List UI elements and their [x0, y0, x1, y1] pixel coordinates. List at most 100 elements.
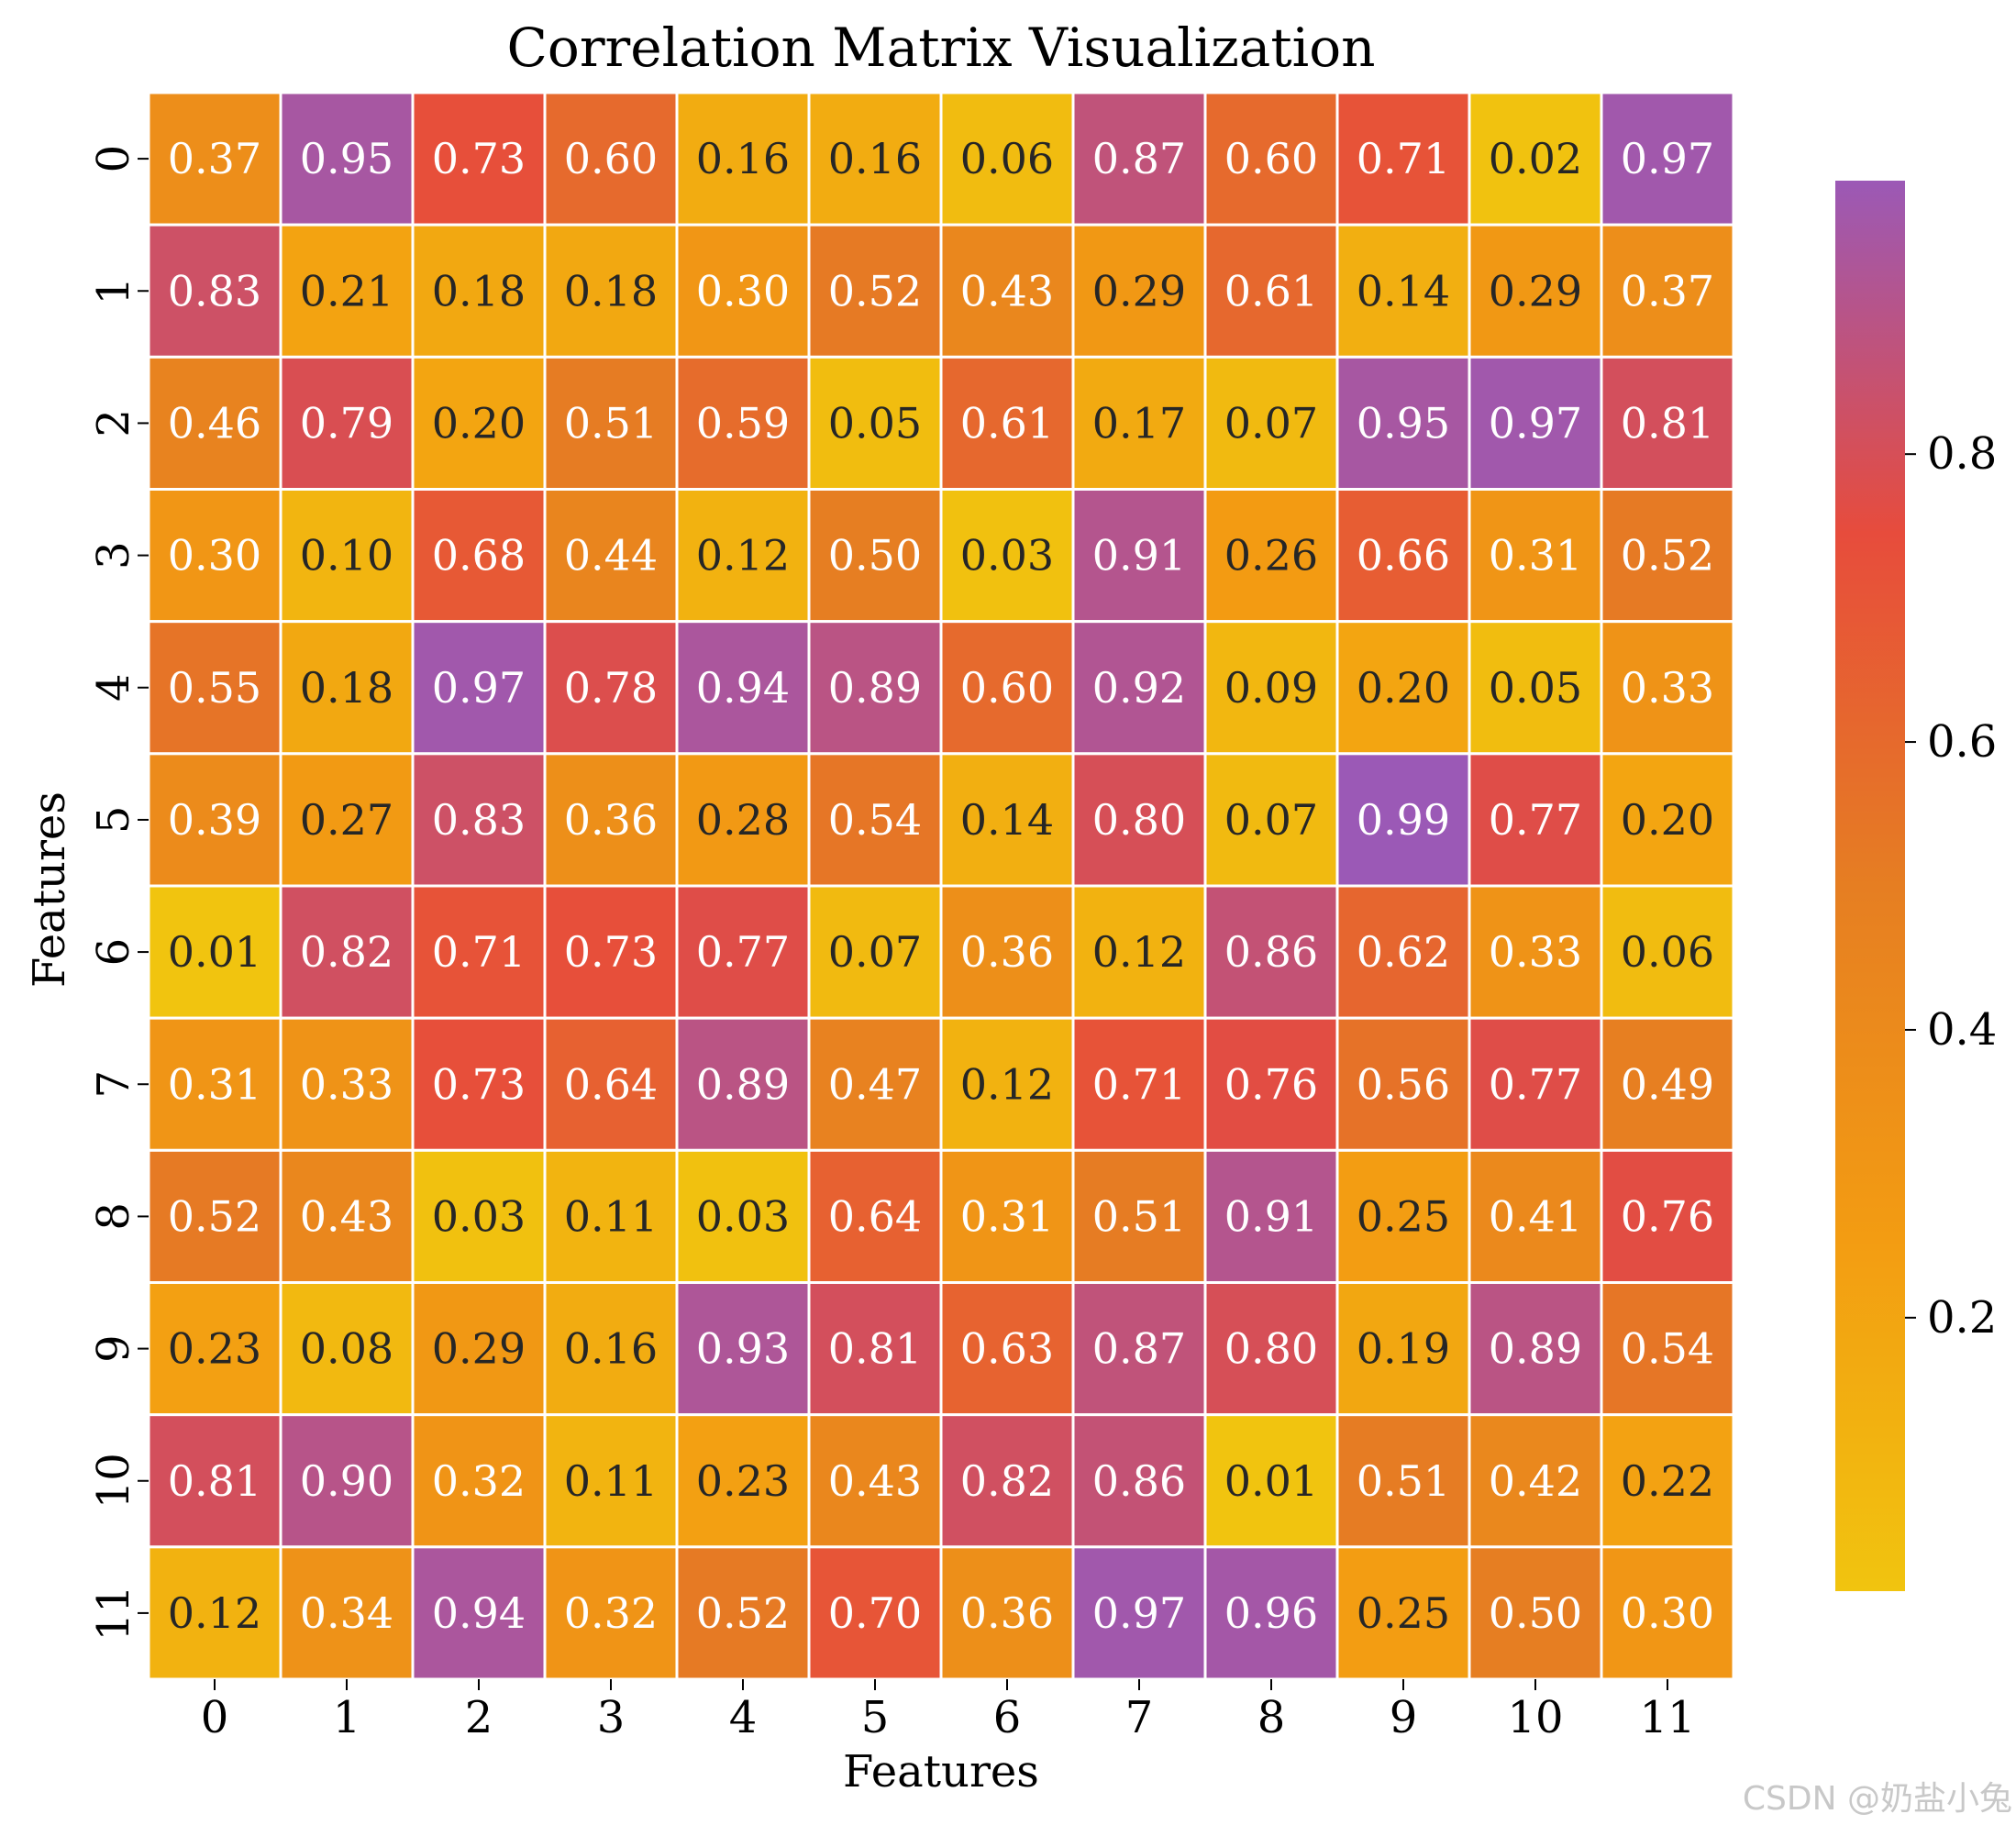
heatmap-cell-label: 0.71	[1092, 1059, 1186, 1109]
heatmap-cell-label: 0.83	[168, 266, 261, 315]
colorbar-tick-label: 0.6	[1927, 716, 1997, 768]
heatmap-cell-label: 0.73	[564, 927, 658, 977]
heatmap-cell	[807, 488, 943, 624]
heatmap-cell-label: 0.80	[1092, 795, 1186, 845]
heatmap-cell	[807, 1148, 943, 1285]
heatmap-cell	[1335, 884, 1471, 1020]
heatmap-cell	[1600, 488, 1735, 624]
heatmap-cell-label: 0.01	[168, 927, 261, 977]
heatmap-cell	[675, 884, 811, 1020]
heatmap-cell-label: 0.76	[1621, 1191, 1714, 1241]
heatmap-cell	[411, 91, 547, 227]
heatmap-cell-label: 0.08	[300, 1324, 393, 1374]
heatmap-cell-label: 0.31	[168, 1059, 261, 1109]
heatmap-cell	[1203, 752, 1339, 888]
heatmap-cell-label: 0.05	[1489, 663, 1582, 713]
heatmap-cell-label: 0.92	[1092, 663, 1186, 713]
heatmap-cell-label: 0.32	[432, 1456, 526, 1506]
heatmap-cell-label: 0.97	[1489, 398, 1582, 448]
heatmap-cell-label: 0.89	[828, 663, 922, 713]
heatmap-cell	[939, 1016, 1075, 1152]
heatmap-cell-label: 0.76	[1224, 1059, 1318, 1109]
y-tick-label: 1	[88, 277, 139, 305]
heatmap-cell-label: 0.11	[564, 1456, 658, 1506]
heatmap-cell	[543, 1148, 679, 1285]
heatmap-cell	[939, 355, 1075, 492]
heatmap-cell-label: 0.73	[432, 1059, 526, 1109]
heatmap-cell	[543, 1413, 679, 1549]
heatmap-cell-label: 0.55	[168, 663, 261, 713]
heatmap-cell	[939, 1545, 1075, 1681]
heatmap-cell-label: 0.30	[696, 266, 790, 315]
heatmap-cell-label: 0.60	[960, 663, 1054, 713]
heatmap-cell-label: 0.42	[1489, 1456, 1582, 1506]
y-tick-label: 2	[88, 409, 139, 437]
heatmap-cell	[1468, 1148, 1603, 1285]
heatmap-cell-label: 0.18	[432, 266, 526, 315]
heatmap-cell-label: 0.12	[168, 1588, 261, 1638]
heatmap-cell	[279, 1545, 415, 1681]
heatmap-cell	[279, 1413, 415, 1549]
y-tick-label: 5	[88, 806, 139, 835]
heatmap-cell-label: 0.97	[432, 663, 526, 713]
heatmap-cell-label: 0.51	[1092, 1191, 1186, 1241]
heatmap-cell-label: 0.89	[1489, 1324, 1582, 1374]
heatmap-cell	[1600, 355, 1735, 492]
heatmap-cell	[147, 488, 282, 624]
heatmap-cell	[1335, 91, 1471, 227]
heatmap-cell-label: 0.99	[1357, 795, 1450, 845]
heatmap-cell-label: 0.59	[696, 398, 790, 448]
heatmap-cell-label: 0.33	[1621, 663, 1714, 713]
heatmap-cell-label: 0.16	[828, 134, 922, 183]
heatmap-cell-label: 0.27	[300, 795, 393, 845]
heatmap-cell-label: 0.82	[300, 927, 393, 977]
heatmap-cell-label: 0.20	[1357, 663, 1450, 713]
heatmap-cell	[1335, 1545, 1471, 1681]
heatmap-cell-label: 0.03	[696, 1191, 790, 1241]
heatmap-cell	[1203, 1413, 1339, 1549]
heatmap-cell	[807, 1545, 943, 1681]
heatmap-cell-label: 0.09	[1224, 663, 1318, 713]
heatmap-cell-label: 0.25	[1357, 1588, 1450, 1638]
heatmap-cell-label: 0.61	[1224, 266, 1318, 315]
heatmap-cell	[543, 223, 679, 359]
heatmap-cell-label: 0.11	[564, 1191, 658, 1241]
y-tick-label: 11	[88, 1585, 139, 1641]
heatmap-cell	[1335, 1281, 1471, 1417]
x-axis-label: Features	[843, 1746, 1039, 1797]
x-tick-label: 6	[993, 1692, 1022, 1743]
x-tick-label: 7	[1125, 1692, 1154, 1743]
heatmap-cell	[939, 488, 1075, 624]
heatmap-cell-label: 0.62	[1357, 927, 1450, 977]
heatmap-cell-label: 0.95	[1357, 398, 1450, 448]
heatmap-cell-label: 0.23	[168, 1324, 261, 1374]
heatmap-cell	[279, 1281, 415, 1417]
heatmap-cell	[1071, 1148, 1207, 1285]
heatmap-cell-label: 0.95	[300, 134, 393, 183]
heatmap-cell-label: 0.52	[168, 1191, 261, 1241]
heatmap-cell-label: 0.16	[564, 1324, 658, 1374]
heatmap-cell	[807, 752, 943, 888]
heatmap-cell	[1335, 488, 1471, 624]
heatmap-cell	[543, 355, 679, 492]
heatmap-cell-label: 0.36	[960, 1588, 1054, 1638]
heatmap-cell-label: 0.07	[1224, 795, 1318, 845]
heatmap-cell-label: 0.82	[960, 1456, 1054, 1506]
heatmap-cell-label: 0.68	[432, 531, 526, 581]
heatmap-cell	[279, 620, 415, 756]
heatmap-cell	[279, 223, 415, 359]
heatmap-cell-label: 0.31	[960, 1191, 1054, 1241]
heatmap-cell-label: 0.07	[1224, 398, 1318, 448]
heatmap-cell	[1468, 884, 1603, 1020]
x-tick-label: 11	[1639, 1692, 1695, 1743]
heatmap-cell-label: 0.25	[1357, 1191, 1450, 1241]
heatmap-cell-label: 0.44	[564, 531, 658, 581]
heatmap-cell-label: 0.60	[1224, 134, 1318, 183]
y-axis-label: Features	[24, 791, 75, 988]
colorbar-tick-label: 0.8	[1927, 428, 1997, 480]
y-axis-ticks: 0 1 2 3 4 5 6 7 8 9 10 11	[88, 145, 149, 1641]
heatmap-cell	[675, 1281, 811, 1417]
y-tick-label: 6	[88, 938, 139, 967]
x-tick-label: 10	[1507, 1692, 1563, 1743]
heatmap-cell	[1071, 1281, 1207, 1417]
